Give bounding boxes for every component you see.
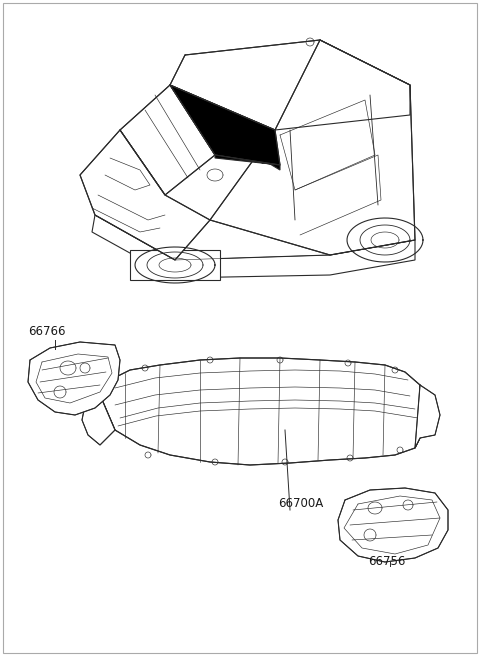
Polygon shape — [215, 155, 280, 170]
Text: 66756: 66756 — [368, 555, 406, 568]
Polygon shape — [100, 358, 420, 465]
Polygon shape — [82, 395, 115, 445]
Polygon shape — [80, 130, 210, 260]
Text: 66766: 66766 — [28, 325, 65, 338]
Polygon shape — [130, 250, 220, 280]
Polygon shape — [170, 85, 280, 165]
Polygon shape — [210, 40, 415, 255]
Text: 66700A: 66700A — [278, 497, 323, 510]
Polygon shape — [338, 488, 448, 562]
Polygon shape — [170, 40, 410, 130]
Polygon shape — [92, 215, 415, 278]
Polygon shape — [120, 85, 215, 195]
Polygon shape — [415, 385, 440, 448]
Polygon shape — [28, 342, 120, 415]
